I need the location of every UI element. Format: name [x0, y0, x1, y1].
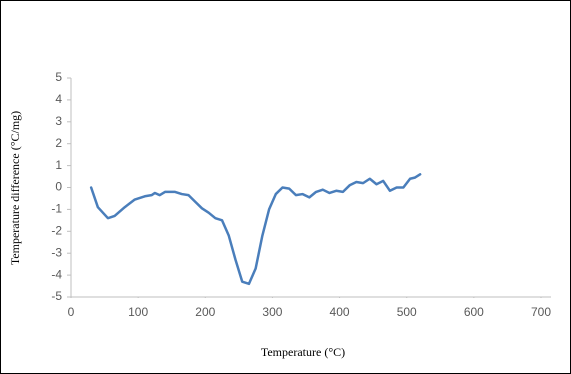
y-tick-label: 3: [55, 114, 62, 128]
y-tick-label: -5: [51, 289, 62, 303]
x-tick-label: 300: [262, 305, 282, 319]
x-tick-label: 100: [128, 305, 148, 319]
y-tick-label: -2: [51, 223, 62, 237]
data-line: [89, 173, 422, 286]
y-tick-label: -1: [51, 202, 62, 216]
x-tick-label: 700: [531, 305, 551, 319]
y-tick-label: 1: [55, 158, 62, 172]
y-tick-label: 2: [55, 136, 62, 150]
y-tick-label: 5: [55, 70, 62, 84]
y-tick-label: 4: [55, 92, 62, 106]
y-axis-title: Temperature difference (°C/mg): [8, 111, 22, 265]
x-tick-label: 200: [195, 305, 215, 319]
x-tick-label: 0: [68, 305, 75, 319]
x-axis-title: Temperature (°C): [261, 345, 345, 359]
y-tick-label: 0: [55, 180, 62, 194]
x-tick-label: 500: [397, 305, 417, 319]
y-tick-label: -3: [51, 245, 62, 259]
y-tick-label: -4: [51, 267, 62, 281]
x-tick-label: 400: [330, 305, 350, 319]
x-tick-label: 600: [464, 305, 484, 319]
